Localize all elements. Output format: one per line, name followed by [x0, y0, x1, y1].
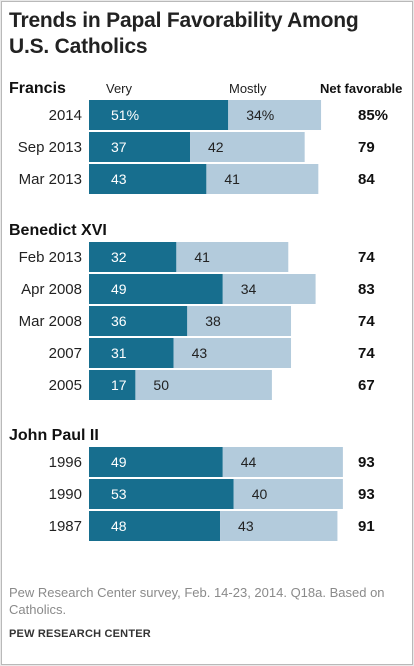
- value-net-benedict-xvi-2005: 67: [358, 377, 375, 394]
- row-label-john-paul-ii-1990: 1990: [49, 486, 82, 503]
- value-net-benedict-xvi-feb-2013: 74: [358, 249, 375, 266]
- value-very-benedict-xvi-2005: 17: [111, 377, 127, 393]
- value-very-benedict-xvi-feb-2013: 32: [111, 249, 127, 265]
- bar-very-benedict-xvi-apr-2008: [89, 274, 223, 304]
- value-very-benedict-xvi-mar-2008: 36: [111, 313, 127, 329]
- group-label-francis: Francis: [9, 80, 66, 97]
- value-net-francis-2014: 85%: [358, 107, 388, 124]
- row-label-benedict-xvi-feb-2013: Feb 2013: [19, 249, 82, 266]
- bar-very-benedict-xvi-2007: [89, 338, 174, 368]
- column-header-net-favorable: Net favorable: [320, 81, 402, 96]
- bar-very-benedict-xvi-2005: [89, 370, 136, 400]
- bar-very-francis-2014: [89, 100, 229, 130]
- value-very-john-paul-ii-1987: 48: [111, 518, 127, 534]
- value-mostly-john-paul-ii-1996: 44: [241, 454, 257, 470]
- survey-note: Pew Research Center survey, Feb. 14-23, …: [9, 585, 385, 617]
- bar-very-francis-mar-2013: [89, 164, 207, 194]
- bar-very-john-paul-ii-1987: [89, 511, 221, 541]
- value-mostly-john-paul-ii-1987: 43: [238, 518, 254, 534]
- value-mostly-francis-2014: 34%: [246, 107, 274, 123]
- bar-very-john-paul-ii-1996: [89, 447, 223, 477]
- value-net-benedict-xvi-2007: 74: [358, 345, 375, 362]
- value-very-francis-sep-2013: 37: [111, 139, 127, 155]
- value-mostly-john-paul-ii-1990: 40: [252, 486, 268, 502]
- bar-mostly-benedict-xvi-mar-2008: [187, 306, 292, 336]
- row-label-benedict-xvi-2005: 2005: [49, 377, 82, 394]
- value-very-john-paul-ii-1996: 49: [111, 454, 127, 470]
- bar-mostly-francis-sep-2013: [190, 132, 305, 162]
- value-net-john-paul-ii-1996: 93: [358, 454, 375, 471]
- bar-mostly-john-paul-ii-1987: [220, 511, 338, 541]
- value-net-francis-mar-2013: 84: [358, 171, 375, 188]
- bar-mostly-john-paul-ii-1996: [222, 447, 343, 477]
- bar-mostly-john-paul-ii-1990: [233, 479, 343, 509]
- row-label-benedict-xvi-2007: 2007: [49, 345, 82, 362]
- value-net-francis-sep-2013: 79: [358, 139, 375, 156]
- value-very-benedict-xvi-apr-2008: 49: [111, 281, 127, 297]
- bar-mostly-francis-2014: [228, 100, 322, 130]
- bar-very-benedict-xvi-mar-2008: [89, 306, 188, 336]
- value-mostly-benedict-xvi-mar-2008: 38: [205, 313, 221, 329]
- group-label-benedict-xvi: Benedict XVI: [9, 222, 107, 239]
- bar-mostly-benedict-xvi-2007: [173, 338, 292, 368]
- row-label-francis-sep-2013: Sep 2013: [18, 139, 82, 156]
- value-net-benedict-xvi-apr-2008: 83: [358, 281, 375, 298]
- source-credit: PEW RESEARCH CENTER: [9, 628, 151, 640]
- bar-very-benedict-xvi-feb-2013: [89, 242, 177, 272]
- chart-title: Trends in Papal Favorability Among U.S. …: [9, 9, 359, 58]
- value-mostly-francis-sep-2013: 42: [208, 139, 224, 155]
- group-label-john-paul-ii: John Paul II: [9, 427, 99, 444]
- value-mostly-francis-mar-2013: 41: [224, 171, 240, 187]
- bar-mostly-benedict-xvi-apr-2008: [222, 274, 316, 304]
- row-label-benedict-xvi-apr-2008: Apr 2008: [21, 281, 82, 298]
- value-very-francis-2014: 51%: [111, 107, 139, 123]
- value-very-benedict-xvi-2007: 31: [111, 345, 127, 361]
- row-label-benedict-xvi-mar-2008: Mar 2008: [19, 313, 82, 330]
- value-mostly-benedict-xvi-2007: 43: [192, 345, 208, 361]
- bar-mostly-benedict-xvi-2005: [135, 370, 272, 400]
- value-mostly-benedict-xvi-apr-2008: 34: [241, 281, 257, 297]
- bar-very-francis-sep-2013: [89, 132, 191, 162]
- row-label-francis-mar-2013: Mar 2013: [19, 171, 82, 188]
- row-label-john-paul-ii-1987: 1987: [49, 518, 82, 535]
- row-label-john-paul-ii-1996: 1996: [49, 454, 82, 471]
- column-header-very: Very: [106, 81, 133, 96]
- bar-very-john-paul-ii-1990: [89, 479, 234, 509]
- value-mostly-benedict-xvi-2005: 50: [153, 377, 169, 393]
- value-mostly-benedict-xvi-feb-2013: 41: [194, 249, 210, 265]
- value-very-francis-mar-2013: 43: [111, 171, 127, 187]
- value-net-john-paul-ii-1987: 91: [358, 518, 375, 535]
- column-header-mostly: Mostly: [229, 81, 267, 96]
- bar-mostly-francis-mar-2013: [206, 164, 319, 194]
- bar-mostly-benedict-xvi-feb-2013: [176, 242, 289, 272]
- value-net-john-paul-ii-1990: 93: [358, 486, 375, 503]
- value-very-john-paul-ii-1990: 53: [111, 486, 127, 502]
- row-label-francis-2014: 2014: [49, 107, 82, 124]
- value-net-benedict-xvi-mar-2008: 74: [358, 313, 375, 330]
